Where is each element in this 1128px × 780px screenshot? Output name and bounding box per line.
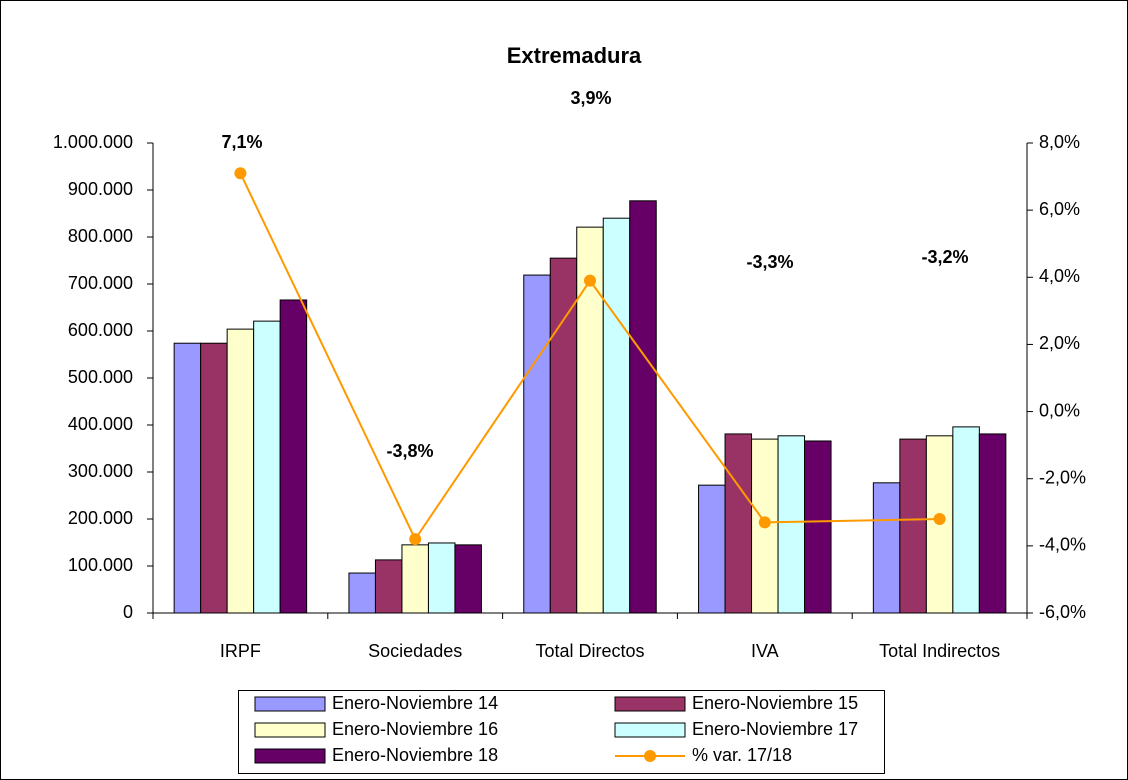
x-tick-label: IRPF: [220, 641, 261, 661]
y2-tick-label: -4,0%: [1039, 535, 1086, 555]
legend-marker: [644, 750, 656, 762]
bar: [629, 200, 657, 614]
y-tick-label: 0: [123, 602, 133, 622]
bar: [698, 484, 726, 614]
y2-tick-label: -6,0%: [1039, 602, 1086, 622]
legend-swatch: [614, 722, 686, 738]
line-point: [933, 513, 946, 525]
y2-tick-label: 6,0%: [1039, 199, 1080, 219]
bar: [724, 433, 753, 614]
bar: [804, 440, 832, 614]
bar: [899, 438, 927, 614]
legend-swatch: [254, 748, 326, 764]
y-tick-label: 600.000: [68, 320, 133, 340]
bar: [549, 257, 578, 614]
legend-box: [238, 690, 885, 774]
y-tick-label: 100.000: [68, 555, 133, 575]
legend-swatch: [254, 696, 326, 712]
data-label: -3,2%: [921, 247, 968, 267]
y-tick-label: 400.000: [68, 414, 133, 434]
bar: [777, 435, 806, 614]
x-tick-label: Sociedades: [368, 641, 462, 661]
data-label: 3,9%: [570, 88, 611, 108]
data-label: -3,8%: [386, 441, 433, 461]
bar: [925, 435, 954, 614]
y2-tick-label: 0,0%: [1039, 400, 1080, 420]
bar: [427, 542, 456, 614]
bar: [348, 572, 376, 614]
bar: [401, 544, 429, 614]
y-tick-label: 1.000.000: [53, 132, 133, 152]
bar: [602, 217, 631, 614]
y-tick-label: 900.000: [68, 179, 133, 199]
bar: [253, 320, 281, 614]
bar: [374, 559, 403, 614]
legend-label: Enero-Noviembre 15: [692, 693, 858, 713]
bar: [523, 274, 551, 614]
line-point: [584, 274, 596, 287]
line-point: [758, 516, 771, 529]
bar: [226, 328, 255, 614]
bar: [952, 426, 980, 614]
legend-label: Enero-Noviembre 17: [692, 719, 858, 739]
legend-label: Enero-Noviembre 14: [332, 693, 498, 713]
legend-label: Enero-Noviembre 16: [332, 719, 498, 739]
bar: [454, 544, 482, 614]
bar: [978, 433, 1007, 614]
line-point: [234, 167, 247, 180]
x-tick-label: Total Indirectos: [879, 641, 1000, 661]
chart-title: Extremadura: [507, 43, 642, 68]
line-point: [409, 533, 422, 546]
y2-tick-label: 4,0%: [1039, 266, 1080, 286]
bar: [872, 482, 901, 614]
legend-swatch: [254, 722, 326, 738]
y-tick-label: 300.000: [68, 461, 133, 481]
legend-swatch: [614, 696, 686, 712]
legend-label: % var. 17/18: [692, 745, 792, 765]
bar: [173, 342, 202, 614]
x-tick-label: Total Directos: [535, 641, 644, 661]
y2-tick-label: -2,0%: [1039, 467, 1086, 487]
y-tick-label: 700.000: [68, 273, 133, 293]
bar: [279, 299, 308, 614]
y2-tick-label: 2,0%: [1039, 333, 1080, 353]
bar: [200, 342, 228, 614]
legend-label: Enero-Noviembre 18: [332, 745, 498, 765]
y-tick-label: 500.000: [68, 367, 133, 387]
x-tick-label: IVA: [751, 641, 779, 661]
data-label: 7,1%: [221, 132, 262, 152]
y-tick-label: 200.000: [68, 508, 133, 528]
y-tick-label: 800.000: [68, 226, 133, 246]
data-label: -3,3%: [746, 252, 793, 272]
y2-tick-label: 8,0%: [1039, 132, 1080, 152]
